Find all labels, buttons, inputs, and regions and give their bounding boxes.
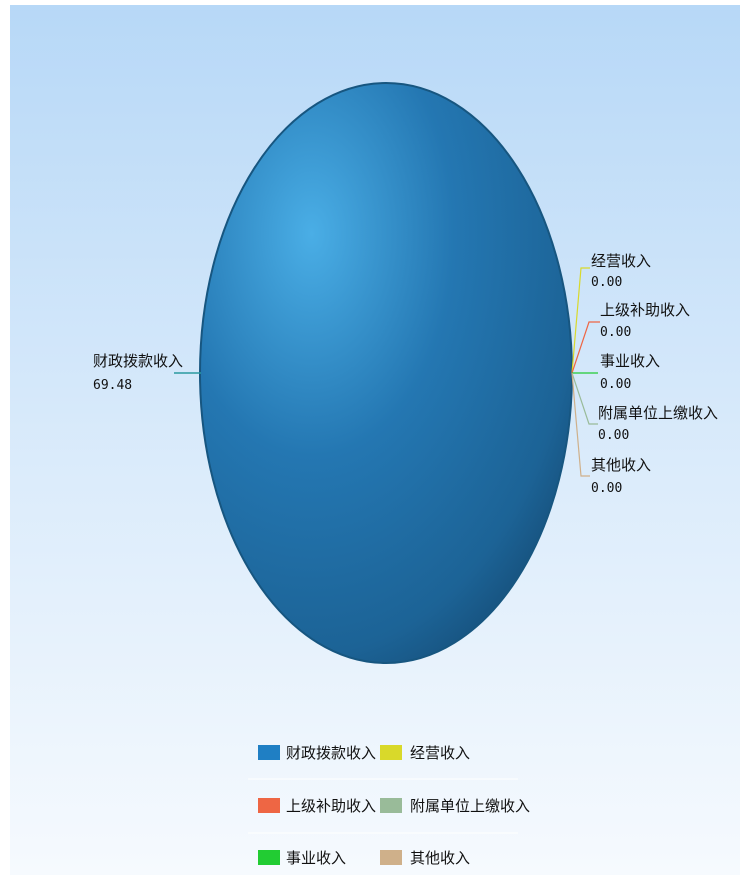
slice-value-2: 0.00 [600,325,631,340]
legend-swatch [380,745,402,760]
slice-label-2: 上级补助收入 [600,301,690,319]
legend-item-2[interactable]: 上级补助收入 [258,797,376,815]
legend-swatch [258,798,280,813]
legend-item-5[interactable]: 其他收入 [380,849,470,867]
legend-label: 经营收入 [410,744,470,762]
legend-item-0[interactable]: 财政拨款收入 [258,744,376,762]
slice-value-1: 0.00 [591,275,622,290]
legend-label: 其他收入 [410,849,470,867]
legend-item-3[interactable]: 附属单位上缴收入 [380,797,530,815]
leader-line-slice-4 [571,372,598,425]
legend-label: 财政拨款收入 [286,744,376,762]
slice-label-3: 事业收入 [600,352,660,370]
legend-item-1[interactable]: 经营收入 [380,744,470,762]
legend-swatch [258,745,280,760]
leader-line-slice-1 [571,267,590,374]
legend-swatch [380,850,402,865]
legend-swatch [380,798,402,813]
slice-value-5: 0.00 [591,481,622,496]
slice-label-5: 其他收入 [591,456,651,474]
pie-slice-main[interactable] [199,82,573,664]
slice-label-4: 附属单位上缴收入 [598,404,718,422]
leader-line-slice-2 [571,321,600,374]
slice-value-0: 69.48 [93,378,132,393]
legend: 财政拨款收入 经营收入 上级补助收入 附属单位上缴收入 事业收入 其他收入 [248,744,530,867]
slice-value-4: 0.00 [598,428,629,443]
legend-label: 事业收入 [286,849,346,867]
slice-label-0: 财政拨款收入 [93,352,183,370]
leader-line-slice-5 [571,372,590,477]
slice-value-3: 0.00 [600,377,631,392]
legend-label: 附属单位上缴收入 [410,797,530,815]
slice-label-1: 经营收入 [591,252,651,270]
legend-label: 上级补助收入 [286,797,376,815]
legend-item-4[interactable]: 事业收入 [258,849,346,867]
legend-swatch [258,850,280,865]
